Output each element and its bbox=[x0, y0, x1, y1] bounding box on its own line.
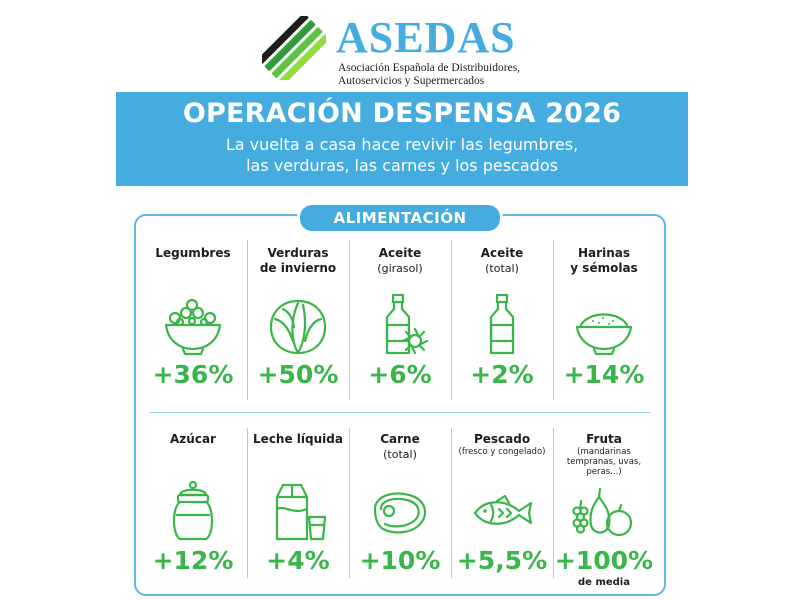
brand-name: ASEDAS bbox=[336, 13, 516, 62]
item-value: +5,5% bbox=[456, 546, 548, 575]
item-leche: Leche líquida +4% bbox=[248, 432, 348, 575]
item-value: +4% bbox=[266, 546, 330, 575]
item-value: +36% bbox=[152, 360, 234, 389]
column-divider bbox=[349, 240, 350, 400]
column-divider bbox=[451, 240, 452, 400]
fish-icon bbox=[473, 494, 533, 525]
row-divider bbox=[150, 412, 650, 413]
sunflower-oil-bottle-icon bbox=[385, 293, 429, 355]
banner-title: OPERACIÓN DESPENSA 2026 bbox=[182, 98, 622, 129]
banner-subtitle: La vuelta a casa hace revivir las legumb… bbox=[225, 135, 579, 175]
column-divider bbox=[247, 240, 248, 400]
sugar-jar-icon bbox=[172, 480, 214, 541]
item-legumbres: Legumbres +36% bbox=[143, 246, 243, 389]
title-banner: OPERACIÓN DESPENSA 2026 La vuelta a casa… bbox=[116, 92, 688, 186]
item-name: Verduras bbox=[267, 246, 329, 260]
item-name: Pescado bbox=[473, 432, 531, 446]
bowl-of-legumes-icon bbox=[164, 298, 222, 356]
item-name: Carne bbox=[380, 432, 420, 446]
item-pescado: Pescado (fresco y congelado) +5,5% bbox=[452, 432, 552, 575]
section-title: ALIMENTACIÓN bbox=[297, 202, 503, 234]
item-value: +6% bbox=[368, 360, 432, 389]
milk-carton-icon bbox=[275, 483, 327, 541]
steak-icon bbox=[373, 492, 427, 534]
logo-stripes-icon bbox=[262, 16, 326, 80]
item-value: +14% bbox=[563, 360, 645, 389]
asedas-logo: ASEDAS Asociación Española de Distribuid… bbox=[262, 13, 532, 87]
item-name: Legumbres bbox=[155, 246, 231, 260]
cabbage-icon bbox=[269, 299, 327, 355]
item-value: +100% bbox=[554, 546, 654, 575]
column-divider bbox=[553, 240, 554, 400]
item-note: de media bbox=[578, 577, 630, 588]
column-divider bbox=[553, 428, 554, 578]
fruit-icon bbox=[572, 487, 633, 537]
item-aceite-total: Aceite (total) +2% bbox=[452, 246, 552, 389]
item-verduras: Verduras de invierno +50% bbox=[248, 246, 348, 389]
item-aceite-girasol: Aceite (girasol) +6% bbox=[350, 246, 450, 389]
item-fruta: Fruta (mandarinas tempranas, uvas, peras.… bbox=[554, 432, 654, 588]
flour-bowl-icon bbox=[575, 313, 633, 356]
item-name: Leche líquida bbox=[253, 432, 343, 446]
item-name: Azúcar bbox=[170, 432, 216, 446]
item-name: Aceite bbox=[480, 246, 524, 260]
column-divider bbox=[349, 428, 350, 578]
item-value: +10% bbox=[359, 546, 441, 575]
item-harinas: Harinas y sémolas +14% bbox=[554, 246, 654, 389]
item-carne: Carne (total) +10% bbox=[350, 432, 450, 575]
item-name: Harinas bbox=[578, 246, 630, 260]
item-name: Aceite bbox=[378, 246, 422, 260]
item-value: +12% bbox=[152, 546, 234, 575]
item-value: +50% bbox=[257, 360, 339, 389]
column-divider bbox=[247, 428, 248, 578]
column-divider bbox=[451, 428, 452, 578]
oil-bottle-icon bbox=[489, 293, 515, 355]
item-value: +2% bbox=[470, 360, 534, 389]
item-azucar: Azúcar +12% bbox=[143, 432, 243, 575]
brand-tagline: Asociación Española de Distribuidores, A… bbox=[338, 62, 521, 87]
item-name: Fruta bbox=[586, 432, 622, 446]
